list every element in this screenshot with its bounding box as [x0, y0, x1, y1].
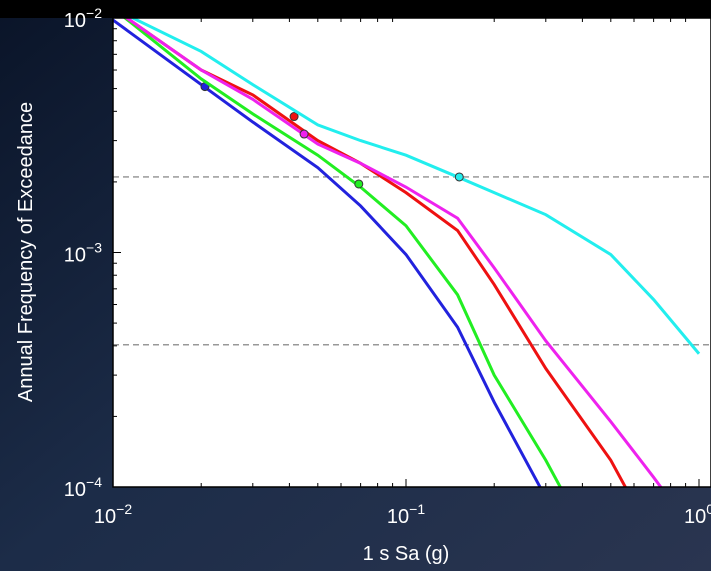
marker	[454, 172, 464, 182]
hazard-curve	[124, 18, 628, 487]
plot-content	[113, 18, 711, 487]
tick-exponent: −3	[86, 240, 102, 256]
tick-label: 10−2	[94, 501, 132, 528]
plot-frame	[112, 17, 711, 488]
tick-exponent: −2	[86, 5, 102, 21]
hazard-curve	[129, 18, 701, 355]
marker	[299, 129, 309, 139]
tick-exponent: −1	[409, 501, 425, 517]
annotation: 2% in 50	[128, 319, 206, 341]
marker	[289, 112, 299, 122]
tick-base: 10	[387, 506, 409, 528]
tick-exponent: −2	[116, 501, 132, 517]
tick-exponent: 0	[706, 501, 711, 517]
tick-label: 10−1	[387, 501, 425, 528]
tick-base: 10	[64, 10, 86, 32]
tick-base: 10	[64, 479, 86, 501]
hazard-curve	[113, 18, 542, 487]
hazard-curve	[124, 18, 663, 487]
tick-label: 100	[684, 501, 711, 528]
tick-base: 10	[64, 245, 86, 267]
tick-base: 10	[684, 506, 706, 528]
tick-label: 10−2	[64, 5, 102, 32]
marker	[354, 179, 364, 189]
x-axis-label: 1 s Sa (g)	[363, 543, 450, 565]
top-band	[0, 0, 711, 18]
tick-base: 10	[94, 506, 116, 528]
y-axis-label: Annual Frequency of Exceedance	[15, 102, 37, 402]
plot-area	[113, 18, 711, 487]
annotation: 10% in 50	[128, 151, 217, 173]
hazard-curve	[122, 18, 562, 487]
tick-label: 10−3	[64, 240, 102, 267]
tick-label: 10−4	[64, 474, 102, 501]
tick-exponent: −4	[86, 474, 102, 490]
